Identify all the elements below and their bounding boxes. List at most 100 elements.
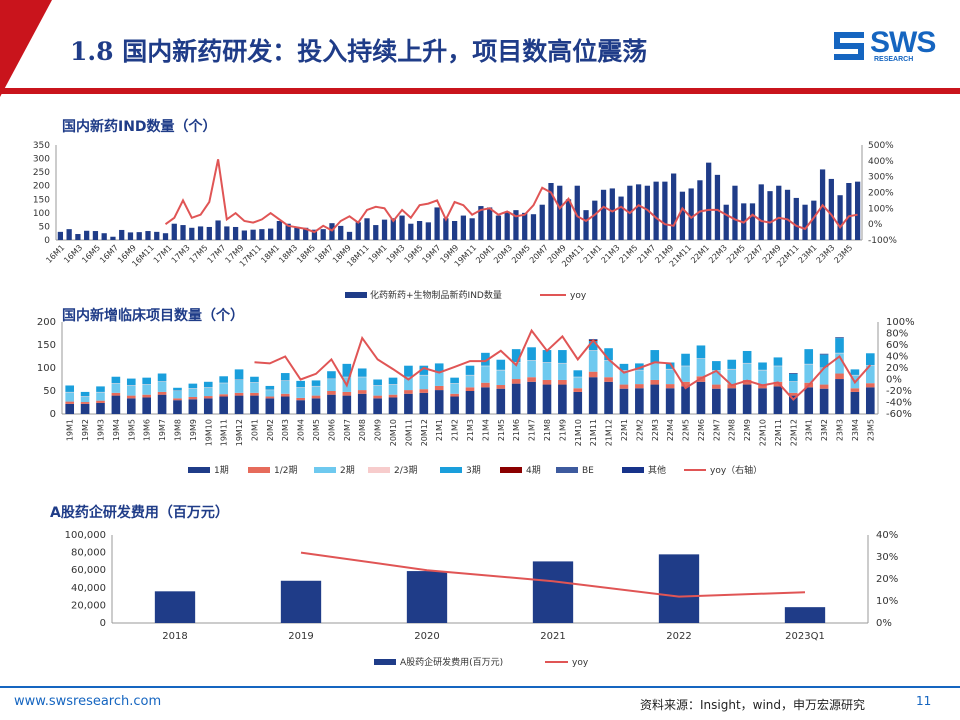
x-tick-label: 2018	[162, 631, 187, 642]
y-tick-label: 150	[37, 340, 56, 351]
stacked-bar-segment	[665, 388, 675, 414]
stacked-bar-segment	[819, 353, 829, 355]
x-tick-label: 22M1	[620, 419, 629, 441]
stacked-bar-segment	[203, 398, 213, 414]
bar	[811, 200, 817, 240]
bar	[793, 197, 799, 240]
y2-tick-label: -40%	[886, 398, 912, 409]
stacked-bar-segment	[280, 393, 290, 397]
stacked-bar-segment	[142, 394, 151, 398]
footer-url[interactable]: www.swsresearch.com	[14, 694, 162, 709]
x-tick-label: 19M6	[143, 419, 152, 441]
x-tick-label: 22M10	[759, 419, 768, 446]
stacked-bar-segment	[173, 391, 182, 399]
stacked-bar-segment	[373, 379, 382, 386]
y2-tick-label: 40%	[886, 352, 908, 363]
bar	[355, 222, 361, 240]
y2-tick-label: 80%	[886, 329, 908, 340]
stacked-bar-segment	[619, 363, 629, 371]
stacked-bar-segment	[511, 349, 521, 363]
chart2-title: 国内新增临床项目数量（个）	[62, 308, 244, 324]
stacked-bar-segment	[250, 382, 259, 393]
stacked-bar-segment	[742, 350, 752, 363]
x-tick-label: 18M5	[295, 243, 317, 265]
x-tick-label: 23M5	[866, 419, 875, 441]
bar	[311, 229, 318, 240]
stacked-bar-segment	[234, 369, 244, 380]
chart3-title: A股药企研发费用（百万元）	[50, 505, 229, 521]
stacked-bar-segment	[835, 337, 844, 339]
stacked-bar-segment	[265, 390, 275, 397]
legend-swatch-bars	[345, 292, 367, 298]
stacked-bar-segment	[742, 379, 752, 385]
stacked-bar-segment	[573, 391, 583, 414]
stacked-bar-segment	[450, 377, 459, 384]
y-tick-label: 150	[33, 195, 50, 205]
y2-tick-label: 0%	[886, 375, 902, 386]
x-tick-label: 20M11	[404, 419, 413, 446]
x-tick-label: 16M7	[98, 243, 120, 265]
stacked-bar-segment	[111, 395, 121, 414]
bar	[767, 191, 773, 240]
bar	[758, 184, 764, 240]
y2-tick-label: -20%	[886, 386, 912, 397]
stacked-bar-segment	[357, 368, 367, 377]
stacked-bar-segment	[835, 379, 844, 414]
stacked-bar-segment	[481, 387, 490, 414]
stacked-bar-segment	[665, 362, 675, 369]
stacked-bar-segment	[126, 385, 136, 396]
bar	[259, 229, 265, 240]
bar	[145, 231, 151, 240]
stacked-bar-segment	[650, 379, 660, 385]
stacked-bar-segment	[188, 388, 198, 397]
bar	[784, 189, 791, 240]
x-tick-label: 22M5	[682, 419, 691, 441]
logo-subtext: RESEARCH	[874, 56, 914, 63]
x-tick-label: 20M5	[510, 243, 532, 265]
stacked-bar-segment	[681, 381, 690, 387]
stacked-bar-segment	[789, 373, 798, 382]
stacked-bar-segment	[96, 386, 105, 392]
bar	[671, 173, 677, 240]
stacked-bar-segment	[481, 382, 490, 388]
x-tick-label: 21M12	[605, 419, 614, 446]
bar	[127, 232, 134, 240]
stacked-bar-segment	[558, 363, 567, 380]
stacked-bar-segment	[511, 383, 521, 414]
y-tick-label: 250	[33, 168, 50, 178]
stacked-bar-segment	[865, 387, 875, 414]
bar	[658, 554, 700, 623]
stacked-bar-segment	[835, 338, 844, 353]
stacked-bar-segment	[742, 384, 752, 414]
stacked-bar-segment	[588, 377, 598, 414]
stacked-bar-segment	[527, 377, 536, 382]
legend-label-yoy: yoy	[570, 291, 587, 301]
stacked-bar-segment	[465, 365, 475, 375]
bar	[644, 185, 650, 240]
x-tick-label: 19M4	[112, 419, 121, 441]
y2-tick-label: 100%	[886, 317, 915, 328]
stacked-bar-segment	[727, 359, 737, 369]
bar	[592, 200, 598, 240]
stacked-bar-segment	[850, 369, 860, 375]
stacked-bar-segment	[219, 383, 228, 395]
legend-label: yoy（右轴）	[710, 464, 762, 476]
x-tick-label: 20M7	[343, 419, 352, 441]
stacked-bar-segment	[126, 395, 136, 399]
y-tick-label: 200	[37, 317, 56, 328]
stacked-bar-segment	[188, 399, 198, 414]
stacked-bar-segment	[327, 371, 336, 379]
clinical-projects-chart: 0 50 100 150 200 -60%-40%-20%0%20%40%60%80%10…	[37, 317, 915, 476]
stacked-bar-segment	[327, 379, 336, 391]
legend-swatch	[500, 467, 522, 473]
x-tick-label: 19M8	[173, 419, 182, 441]
stacked-bar-segment	[203, 381, 213, 388]
bar	[784, 607, 826, 623]
y-tick-label: 300	[33, 155, 50, 165]
x-tick-label: 21M8	[543, 419, 552, 441]
bar	[776, 185, 782, 240]
y-tick-label: 0	[50, 409, 56, 420]
x-tick-label: 23M2	[820, 419, 829, 441]
stacked-bar-segment	[650, 363, 660, 380]
bar	[443, 218, 449, 240]
